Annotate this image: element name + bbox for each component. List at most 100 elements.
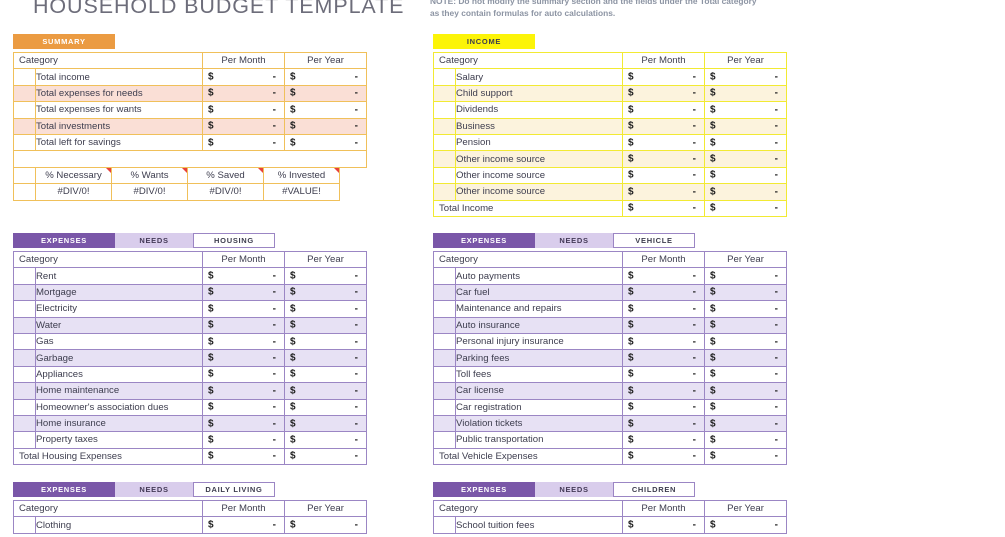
- row-per-year[interactable]: $ -: [284, 516, 367, 534]
- comment-marker-icon[interactable]: [106, 168, 111, 173]
- tab-expenses[interactable]: EXPENSES: [13, 482, 115, 497]
- row-per-year[interactable]: $ -: [704, 267, 787, 285]
- row-per-month[interactable]: $ -: [202, 117, 285, 135]
- row-per-month[interactable]: $ -: [622, 300, 705, 318]
- row-per-year[interactable]: $ -: [284, 133, 367, 152]
- tab-income[interactable]: INCOME: [433, 34, 535, 49]
- row-per-month[interactable]: $ -: [622, 349, 705, 367]
- row-per-month[interactable]: $ -: [622, 516, 705, 534]
- table-header-row: Category Per Month Per Year: [13, 250, 367, 269]
- row-per-year[interactable]: $ -: [284, 300, 367, 318]
- row-per-year[interactable]: $ -: [704, 150, 787, 168]
- row-per-month[interactable]: $ -: [622, 117, 705, 135]
- row-per-month[interactable]: $ -: [202, 84, 285, 103]
- row-per-month[interactable]: $ -: [622, 183, 705, 201]
- tab-summary[interactable]: SUMMARY: [13, 34, 115, 49]
- tab-needs[interactable]: NEEDS: [115, 233, 193, 248]
- row-per-year[interactable]: $ -: [704, 365, 787, 384]
- percent-value[interactable]: #DIV/0!: [187, 183, 264, 201]
- row-per-month[interactable]: $ -: [622, 84, 705, 103]
- value: -: [354, 352, 358, 364]
- row-per-year[interactable]: $ -: [704, 183, 787, 201]
- row-per-month[interactable]: $ -: [622, 332, 705, 351]
- row-per-month[interactable]: $ -: [622, 365, 705, 384]
- row-per-year[interactable]: $ -: [284, 84, 367, 103]
- row-per-year[interactable]: $ -: [704, 300, 787, 318]
- row-per-year[interactable]: $ -: [284, 316, 367, 334]
- row-per-year[interactable]: $ -: [704, 332, 787, 351]
- row-per-year[interactable]: $ -: [284, 101, 367, 119]
- row-per-month[interactable]: $ -: [202, 365, 285, 384]
- row-per-year[interactable]: $ -: [704, 68, 787, 86]
- row-per-year[interactable]: $ -: [704, 166, 787, 185]
- comment-marker-icon[interactable]: [334, 168, 339, 173]
- row-per-month[interactable]: $ -: [622, 414, 705, 433]
- row-per-month[interactable]: $ -: [202, 414, 285, 433]
- row-per-month[interactable]: $ -: [622, 267, 705, 285]
- row-per-year[interactable]: $ -: [704, 431, 787, 449]
- comment-marker-icon[interactable]: [182, 168, 187, 173]
- row-per-month[interactable]: $ -: [202, 101, 285, 119]
- row-per-month[interactable]: $ -: [622, 166, 705, 185]
- row-per-month[interactable]: $ -: [622, 101, 705, 119]
- row-per-year[interactable]: $ -: [704, 117, 787, 135]
- row-per-month[interactable]: $ -: [202, 133, 285, 152]
- row-per-month[interactable]: $ -: [622, 382, 705, 400]
- tab-vehicle[interactable]: VEHICLE: [613, 233, 695, 248]
- percent-value[interactable]: #DIV/0!: [35, 183, 112, 201]
- tab-children[interactable]: CHILDREN: [613, 482, 695, 497]
- row-per-year[interactable]: $ -: [284, 398, 367, 416]
- row-per-year[interactable]: $ -: [704, 133, 787, 152]
- row-per-year[interactable]: $ -: [704, 516, 787, 534]
- row-per-year[interactable]: $ -: [704, 349, 787, 367]
- row-per-year[interactable]: $ -: [704, 382, 787, 400]
- row-per-month[interactable]: $ -: [622, 283, 705, 302]
- row-per-month[interactable]: $ -: [622, 133, 705, 152]
- row-per-year[interactable]: $ -: [704, 84, 787, 103]
- currency-symbol: $: [208, 120, 214, 132]
- percent-value[interactable]: #VALUE!: [263, 183, 340, 201]
- row-per-year[interactable]: $ -: [704, 283, 787, 302]
- row-per-month[interactable]: $ -: [622, 150, 705, 168]
- row-per-month[interactable]: $ -: [622, 431, 705, 449]
- row-per-month[interactable]: $ -: [622, 398, 705, 416]
- row-per-year[interactable]: $ -: [704, 398, 787, 416]
- tab-needs[interactable]: NEEDS: [535, 233, 613, 248]
- row-per-month[interactable]: $ -: [202, 382, 285, 400]
- tab-expenses[interactable]: EXPENSES: [433, 482, 535, 497]
- tab-housing[interactable]: HOUSING: [193, 233, 275, 248]
- row-per-month[interactable]: $ -: [622, 68, 705, 86]
- row-per-month[interactable]: $ -: [622, 316, 705, 334]
- tab-expenses[interactable]: EXPENSES: [433, 233, 535, 248]
- row-per-month[interactable]: $ -: [202, 431, 285, 449]
- row-per-month[interactable]: $ -: [202, 332, 285, 351]
- percent-value[interactable]: #DIV/0!: [111, 183, 188, 201]
- tab-needs[interactable]: NEEDS: [115, 482, 193, 497]
- tab-expenses[interactable]: EXPENSES: [13, 233, 115, 248]
- row-per-month[interactable]: $ -: [202, 68, 285, 86]
- tab-daily-living[interactable]: DAILY LIVING: [193, 482, 275, 497]
- row-per-year[interactable]: $ -: [284, 283, 367, 302]
- total-label: Total Vehicle Expenses: [433, 447, 623, 466]
- comment-marker-icon[interactable]: [258, 168, 263, 173]
- row-per-year[interactable]: $ -: [284, 117, 367, 135]
- row-per-year[interactable]: $ -: [284, 382, 367, 400]
- row-per-month[interactable]: $ -: [202, 398, 285, 416]
- row-per-year[interactable]: $ -: [284, 349, 367, 367]
- row-per-year[interactable]: $ -: [284, 414, 367, 433]
- row-per-month[interactable]: $ -: [202, 267, 285, 285]
- row-per-month[interactable]: $ -: [202, 283, 285, 302]
- row-per-year[interactable]: $ -: [284, 267, 367, 285]
- row-per-year[interactable]: $ -: [284, 431, 367, 449]
- row-per-year[interactable]: $ -: [704, 414, 787, 433]
- row-per-year[interactable]: $ -: [284, 365, 367, 384]
- row-per-month[interactable]: $ -: [202, 316, 285, 334]
- tab-needs[interactable]: NEEDS: [535, 482, 613, 497]
- row-per-year[interactable]: $ -: [284, 332, 367, 351]
- row-per-year[interactable]: $ -: [704, 101, 787, 119]
- row-per-month[interactable]: $ -: [202, 349, 285, 367]
- row-per-year[interactable]: $ -: [704, 316, 787, 334]
- row-per-month[interactable]: $ -: [202, 300, 285, 318]
- row-per-month[interactable]: $ -: [202, 516, 285, 534]
- row-per-year[interactable]: $ -: [284, 68, 367, 86]
